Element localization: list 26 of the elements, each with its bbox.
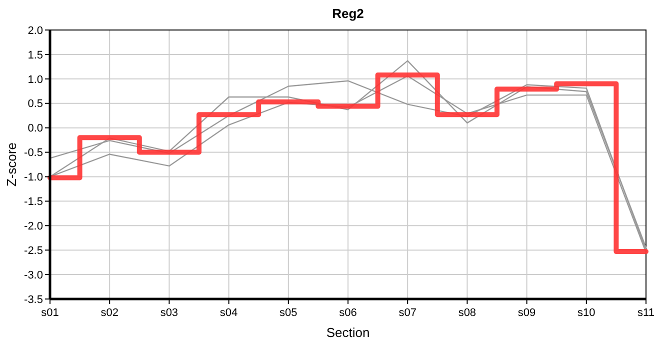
x-tick-label: s10 bbox=[578, 307, 596, 319]
y-tick-label: -1.5 bbox=[24, 196, 43, 208]
y-tick-label: 0.5 bbox=[28, 98, 43, 110]
x-tick-label: s06 bbox=[339, 307, 357, 319]
y-tick-label: 2.0 bbox=[28, 24, 43, 37]
x-tick-label: s04 bbox=[220, 307, 238, 319]
x-tick-label: s07 bbox=[398, 307, 416, 319]
y-tick-label: 0.0 bbox=[28, 122, 43, 135]
x-tick-label: s09 bbox=[518, 307, 536, 319]
x-tick-label: s08 bbox=[458, 307, 476, 319]
y-tick-label: -3.5 bbox=[24, 294, 43, 306]
y-tick-label: 1.0 bbox=[28, 74, 43, 86]
x-tick-label: s11 bbox=[638, 307, 654, 319]
x-tick-label: s02 bbox=[100, 307, 118, 319]
x-tick-label: s01 bbox=[41, 307, 59, 319]
x-tick-label: s05 bbox=[280, 307, 298, 319]
y-axis-title: Z-score bbox=[4, 142, 19, 187]
y-tick-label: -1.0 bbox=[24, 172, 43, 184]
y-tick-label: -2.0 bbox=[24, 220, 43, 232]
y-tick-label: -0.5 bbox=[24, 147, 43, 160]
x-tick-label: s03 bbox=[160, 307, 178, 319]
y-tick-label: -3.0 bbox=[24, 269, 43, 282]
y-tick-label: -2.5 bbox=[24, 244, 43, 257]
x-axis-title: Section bbox=[326, 325, 370, 340]
chart-title: Reg2 bbox=[332, 6, 364, 21]
y-tick-label: 1.5 bbox=[28, 49, 43, 62]
